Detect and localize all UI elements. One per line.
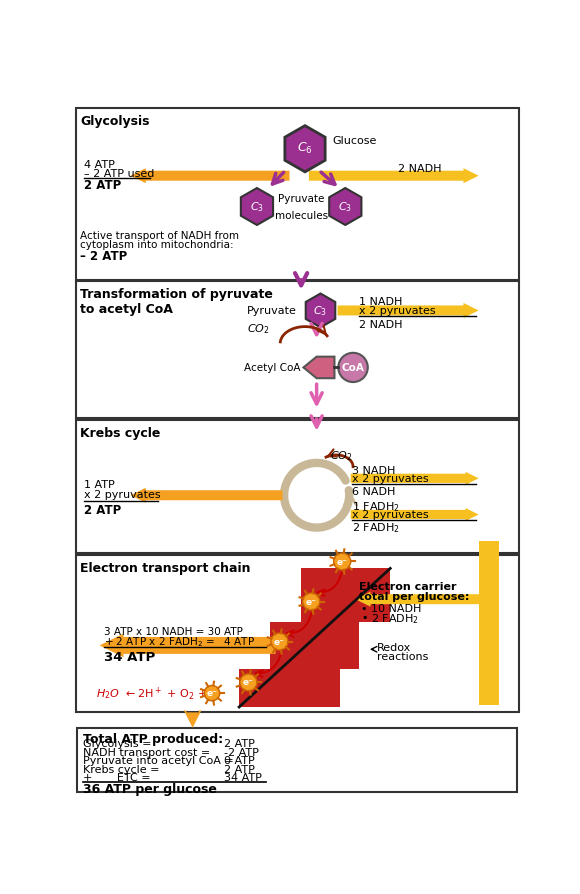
- Text: – 2 ATP: – 2 ATP: [80, 249, 128, 262]
- Text: 2 ATP: 2 ATP: [224, 738, 255, 748]
- Text: $CO_2$: $CO_2$: [330, 449, 353, 462]
- FancyBboxPatch shape: [77, 728, 517, 793]
- Circle shape: [338, 353, 368, 383]
- Text: Glycolysis =: Glycolysis =: [84, 738, 152, 748]
- Text: $C_3$: $C_3$: [314, 303, 328, 317]
- Text: $C_3$: $C_3$: [250, 199, 264, 214]
- Circle shape: [240, 674, 257, 691]
- Text: 2 NADH: 2 NADH: [398, 164, 441, 173]
- Text: 4 ATP: 4 ATP: [84, 160, 115, 170]
- Circle shape: [204, 686, 220, 701]
- Text: e⁻: e⁻: [274, 637, 285, 646]
- Polygon shape: [329, 189, 361, 225]
- Text: 2 ATP: 2 ATP: [224, 763, 255, 773]
- Text: $H_2O$: $H_2O$: [96, 687, 119, 700]
- Text: Pyruvate: Pyruvate: [248, 306, 297, 316]
- FancyBboxPatch shape: [301, 569, 390, 622]
- Text: CoA: CoA: [342, 362, 364, 372]
- Text: Active transport of NADH from: Active transport of NADH from: [80, 231, 239, 240]
- Text: x 2 pyruvates: x 2 pyruvates: [84, 490, 161, 500]
- FancyBboxPatch shape: [239, 669, 340, 707]
- Text: molecules: molecules: [274, 211, 328, 221]
- Text: 2 ATP: 2 ATP: [84, 179, 121, 192]
- Text: Electron carrier: Electron carrier: [359, 581, 457, 592]
- Text: total per glucose:: total per glucose:: [359, 592, 470, 602]
- Text: e⁻: e⁻: [306, 597, 317, 606]
- Text: $C_6$: $C_6$: [297, 140, 313, 156]
- Text: 1 NADH: 1 NADH: [359, 297, 403, 307]
- Text: 2 NADH: 2 NADH: [359, 319, 403, 329]
- FancyArrow shape: [356, 592, 499, 607]
- Text: Pyruvate: Pyruvate: [278, 193, 324, 204]
- Text: Glycolysis: Glycolysis: [80, 115, 150, 128]
- Text: e⁻: e⁻: [206, 688, 218, 697]
- Text: -2 ATP: -2 ATP: [224, 746, 259, 757]
- Text: $CO_2$: $CO_2$: [248, 322, 270, 335]
- Text: NADH transport cost =: NADH transport cost =: [84, 746, 211, 757]
- Text: 34 ATP: 34 ATP: [224, 772, 262, 782]
- Text: Acetyl CoA: Acetyl CoA: [244, 362, 300, 372]
- Text: Krebs cycle: Krebs cycle: [80, 426, 161, 440]
- FancyArrow shape: [351, 472, 478, 485]
- Circle shape: [303, 594, 320, 611]
- Text: 6 NADH: 6 NADH: [351, 487, 395, 497]
- FancyBboxPatch shape: [75, 555, 519, 713]
- Polygon shape: [303, 358, 335, 379]
- Text: • 2 FADH$_2$: • 2 FADH$_2$: [361, 611, 419, 625]
- Text: cytoplasm into mitochondria:: cytoplasm into mitochondria:: [80, 240, 234, 250]
- Text: x 2 pyruvates: x 2 pyruvates: [351, 474, 428, 484]
- Text: x 2 pyruvates: x 2 pyruvates: [359, 306, 436, 316]
- FancyArrow shape: [130, 488, 282, 503]
- Text: ← 2H$^+$ + O$_2$ +: ← 2H$^+$ + O$_2$ +: [125, 685, 208, 702]
- Text: Total ATP produced:: Total ATP produced:: [84, 732, 223, 745]
- Text: – 2 ATP used: – 2 ATP used: [84, 169, 154, 179]
- FancyBboxPatch shape: [478, 541, 499, 704]
- FancyBboxPatch shape: [75, 282, 519, 418]
- FancyArrow shape: [309, 169, 478, 184]
- Text: 36 ATP per glucose: 36 ATP per glucose: [84, 782, 218, 796]
- Text: Pyruvate into acetyl CoA =: Pyruvate into acetyl CoA =: [84, 755, 234, 765]
- FancyArrow shape: [338, 304, 478, 318]
- FancyArrow shape: [100, 634, 276, 657]
- Circle shape: [334, 553, 351, 570]
- Text: 1 FADH$_2$: 1 FADH$_2$: [351, 500, 399, 513]
- Text: 2 FADH$_2$: 2 FADH$_2$: [351, 521, 399, 535]
- FancyArrow shape: [481, 551, 497, 586]
- Text: Redox: Redox: [377, 642, 411, 653]
- Text: • 10 NADH: • 10 NADH: [361, 603, 421, 613]
- Text: Glucose: Glucose: [332, 135, 376, 146]
- Polygon shape: [285, 127, 325, 173]
- FancyBboxPatch shape: [75, 109, 519, 281]
- Text: Electron transport chain: Electron transport chain: [80, 561, 251, 574]
- FancyBboxPatch shape: [270, 622, 359, 669]
- Text: 3 ATP x 10 NADH = 30 ATP: 3 ATP x 10 NADH = 30 ATP: [103, 626, 242, 636]
- Circle shape: [271, 633, 288, 650]
- FancyBboxPatch shape: [75, 420, 519, 553]
- Text: e⁻: e⁻: [243, 678, 254, 687]
- Text: + 2 ATP x 2 FADH$_2$ =   4 ATP: + 2 ATP x 2 FADH$_2$ = 4 ATP: [103, 635, 255, 649]
- Polygon shape: [241, 189, 273, 225]
- FancyArrow shape: [351, 509, 478, 521]
- Text: $C_3$: $C_3$: [338, 199, 352, 214]
- FancyArrow shape: [184, 711, 201, 728]
- Polygon shape: [306, 294, 335, 328]
- Text: 0 ATP: 0 ATP: [224, 755, 255, 765]
- Text: reactions: reactions: [377, 652, 429, 662]
- Text: Transformation of pyruvate
to acetyl CoA: Transformation of pyruvate to acetyl CoA: [80, 288, 273, 316]
- Text: 3 NADH: 3 NADH: [351, 465, 395, 476]
- Text: +       ETC =: + ETC =: [84, 772, 151, 782]
- Text: 1 ATP: 1 ATP: [84, 480, 115, 490]
- Text: e⁻: e⁻: [337, 557, 347, 566]
- Text: 34 ATP: 34 ATP: [103, 650, 155, 663]
- Text: 2 ATP: 2 ATP: [84, 503, 121, 516]
- Text: Krebs cycle =: Krebs cycle =: [84, 763, 160, 773]
- FancyArrow shape: [130, 169, 289, 184]
- Text: x 2 pyruvates: x 2 pyruvates: [351, 510, 428, 520]
